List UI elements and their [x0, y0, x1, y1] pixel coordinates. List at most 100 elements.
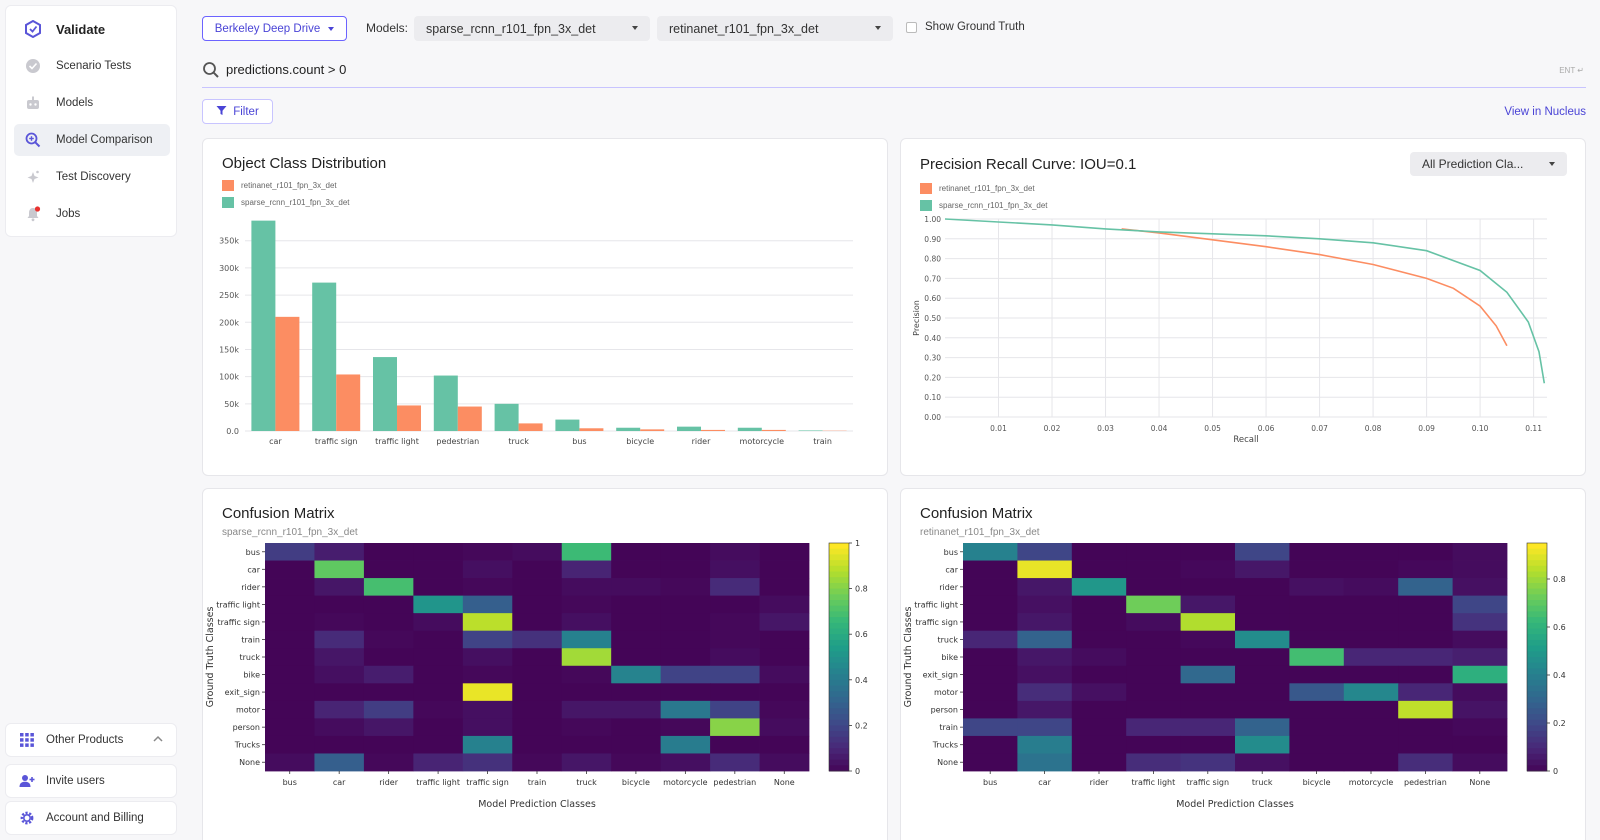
heatmap-cell[interactable] — [512, 543, 563, 561]
heatmap-cell[interactable] — [1017, 613, 1073, 632]
heatmap-cell[interactable] — [512, 578, 563, 597]
heatmap-cell[interactable] — [363, 543, 414, 561]
heatmap-cell[interactable] — [1017, 630, 1073, 649]
show-ground-truth-checkbox[interactable] — [906, 22, 917, 33]
bar[interactable] — [312, 282, 337, 431]
heatmap-cell[interactable] — [963, 578, 1018, 597]
heatmap-cell[interactable] — [314, 648, 365, 667]
heatmap-cell[interactable] — [660, 543, 711, 561]
heatmap-cell[interactable] — [611, 753, 662, 772]
heatmap-cell[interactable] — [1071, 665, 1127, 684]
heatmap-cell[interactable] — [314, 683, 365, 702]
heatmap-cell[interactable] — [710, 578, 760, 597]
heatmap-cell[interactable] — [561, 613, 612, 632]
heatmap-cell[interactable] — [1071, 753, 1127, 772]
heatmap-cell[interactable] — [1180, 543, 1236, 561]
heatmap-cell[interactable] — [1343, 613, 1399, 632]
heatmap-cell[interactable] — [1289, 613, 1345, 632]
sidebar-brand[interactable]: Validate — [14, 13, 170, 45]
heatmap-cell[interactable] — [363, 595, 414, 614]
bar[interactable] — [798, 430, 823, 431]
heatmap-cell[interactable] — [363, 648, 414, 667]
heatmap-cell[interactable] — [710, 700, 760, 719]
heatmap-cell[interactable] — [1017, 578, 1073, 597]
heatmap-cell[interactable] — [759, 613, 810, 632]
bar[interactable] — [640, 429, 665, 431]
heatmap-cell[interactable] — [512, 700, 563, 719]
heatmap-cell[interactable] — [611, 648, 662, 667]
heatmap-cell[interactable] — [710, 648, 760, 667]
heatmap-cell[interactable] — [963, 700, 1018, 719]
bar[interactable] — [251, 220, 276, 431]
heatmap-cell[interactable] — [363, 613, 414, 632]
heatmap-cell[interactable] — [1180, 665, 1236, 684]
heatmap-cell[interactable] — [1343, 560, 1399, 579]
heatmap-cell[interactable] — [1071, 718, 1127, 737]
heatmap-cell[interactable] — [759, 543, 810, 561]
heatmap-cell[interactable] — [413, 613, 464, 632]
heatmap-cell[interactable] — [1343, 630, 1399, 649]
heatmap-cell[interactable] — [561, 683, 612, 702]
heatmap-cell[interactable] — [660, 683, 711, 702]
heatmap-cell[interactable] — [1071, 648, 1127, 667]
heatmap-cell[interactable] — [710, 560, 760, 579]
bar[interactable] — [701, 429, 725, 431]
bar[interactable] — [433, 375, 458, 431]
heatmap-cell[interactable] — [1343, 753, 1399, 772]
heatmap-cell[interactable] — [462, 543, 513, 561]
heatmap-cell[interactable] — [710, 753, 760, 772]
heatmap-cell[interactable] — [1017, 735, 1073, 754]
heatmap-cell[interactable] — [413, 595, 464, 614]
heatmap-cell[interactable] — [1398, 595, 1453, 614]
heatmap-cell[interactable] — [759, 665, 810, 684]
heatmap-cell[interactable] — [759, 700, 810, 719]
heatmap-cell[interactable] — [1235, 578, 1290, 597]
heatmap-cell[interactable] — [660, 613, 711, 632]
heatmap-cell[interactable] — [512, 683, 563, 702]
heatmap-cell[interactable] — [1126, 683, 1181, 702]
heatmap-cell[interactable] — [1017, 665, 1073, 684]
heatmap-cell[interactable] — [561, 753, 612, 772]
heatmap-cell[interactable] — [1235, 595, 1290, 614]
heatmap-cell[interactable] — [660, 630, 711, 649]
heatmap-cell[interactable] — [1452, 630, 1508, 649]
heatmap-cell[interactable] — [1452, 665, 1508, 684]
heatmap-cell[interactable] — [413, 560, 464, 579]
heatmap-cell[interactable] — [1071, 700, 1127, 719]
heatmap-cell[interactable] — [512, 665, 563, 684]
heatmap-cell[interactable] — [265, 613, 315, 632]
bar[interactable] — [373, 357, 397, 431]
heatmap-cell[interactable] — [1180, 595, 1236, 614]
heatmap-cell[interactable] — [1126, 735, 1181, 754]
heatmap-cell[interactable] — [363, 665, 414, 684]
heatmap-cell[interactable] — [314, 578, 365, 597]
heatmap-cell[interactable] — [561, 578, 612, 597]
heatmap-cell[interactable] — [1452, 683, 1508, 702]
invite-users-button[interactable]: Invite users — [5, 764, 177, 798]
heatmap-cell[interactable] — [1343, 543, 1399, 561]
sidebar-item-scenario-tests[interactable]: Scenario Tests — [14, 50, 170, 82]
heatmap-cell[interactable] — [363, 560, 414, 579]
bar[interactable] — [336, 374, 361, 431]
heatmap-cell[interactable] — [265, 665, 315, 684]
heatmap-cell[interactable] — [1126, 753, 1181, 772]
model-a-select[interactable]: sparse_rcnn_r101_fpn_3x_det — [414, 16, 650, 41]
heatmap-cell[interactable] — [1180, 683, 1236, 702]
heatmap-cell[interactable] — [611, 630, 662, 649]
heatmap-cell[interactable] — [561, 543, 612, 561]
heatmap-cell[interactable] — [1289, 683, 1345, 702]
heatmap-cell[interactable] — [1017, 753, 1073, 772]
heatmap-cell[interactable] — [1180, 630, 1236, 649]
account-billing-button[interactable]: Account and Billing — [5, 801, 177, 835]
sidebar-item-test-discovery[interactable]: Test Discovery — [14, 161, 170, 193]
bar[interactable] — [555, 419, 580, 431]
heatmap-cell[interactable] — [1235, 700, 1290, 719]
heatmap-cell[interactable] — [1289, 578, 1345, 597]
heatmap-cell[interactable] — [512, 718, 563, 737]
heatmap-cell[interactable] — [759, 595, 810, 614]
heatmap-cell[interactable] — [963, 683, 1018, 702]
bar[interactable] — [275, 316, 300, 431]
heatmap-cell[interactable] — [963, 613, 1018, 632]
heatmap-cell[interactable] — [1398, 648, 1453, 667]
heatmap-cell[interactable] — [1452, 735, 1508, 754]
